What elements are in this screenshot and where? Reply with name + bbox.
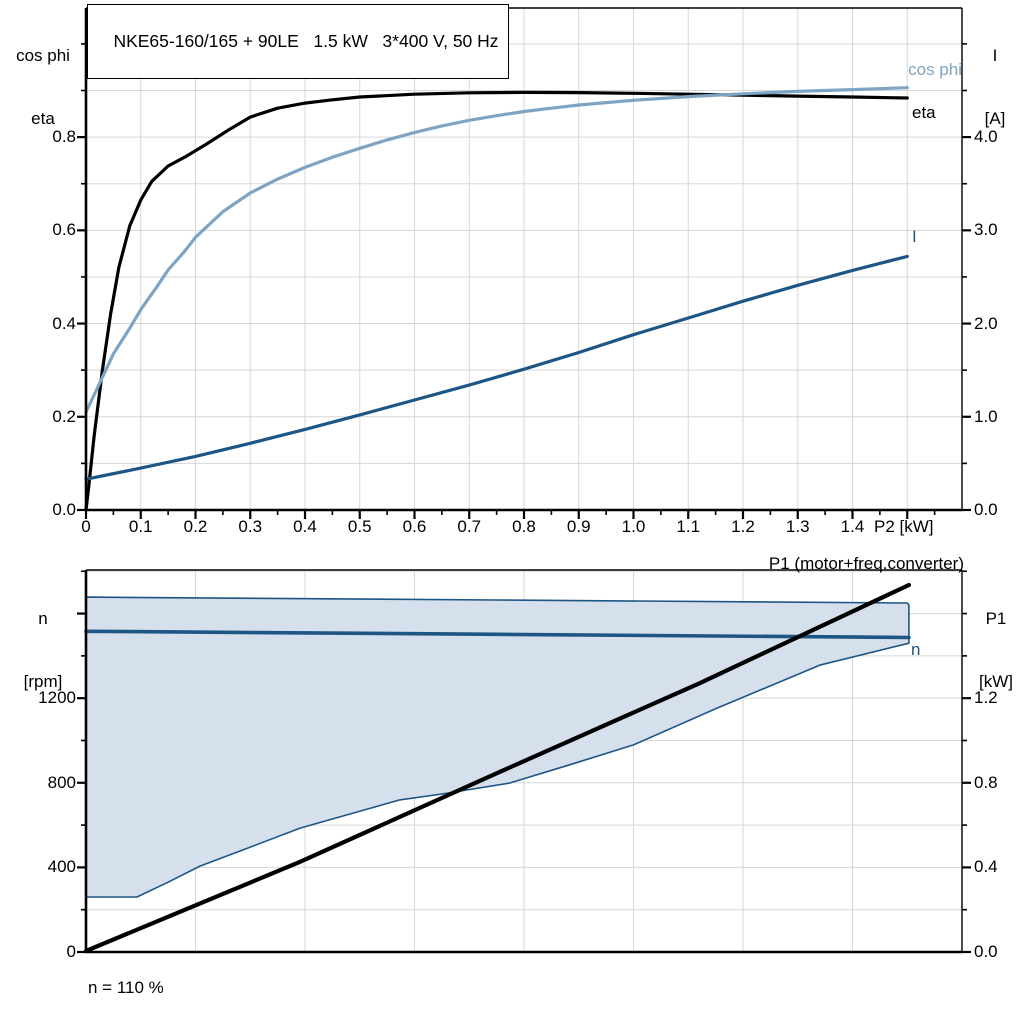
- x-axis-unit-label: P2 [kW]: [874, 517, 934, 536]
- speed-axis-unit-line: [rpm]: [23, 672, 63, 691]
- current-axis-unit-line: [A]: [984, 109, 1006, 128]
- bottom-right-axis-title: P1 [kW]: [970, 566, 1022, 734]
- x-tick-label: 0.9: [566, 517, 591, 536]
- bottom-left-axis-title: n [rpm]: [6, 566, 80, 734]
- p1-axis-title-line: P1: [985, 609, 1007, 628]
- n-curve: [84, 629, 911, 640]
- current-axis-title-line: I: [992, 46, 998, 65]
- cos-phi-axis-title-line: cos phi: [16, 46, 70, 65]
- x-tick-label: 0.1: [128, 517, 153, 536]
- x-tick-label: 0.2: [183, 517, 208, 536]
- eta-axis-title-line: eta: [31, 109, 55, 128]
- y-right-tick-label: 0.0: [974, 942, 998, 961]
- y-left-tick-label: 800: [47, 772, 76, 792]
- y-right-tick-label: 0.4: [974, 857, 998, 877]
- x-tick-label: 1.3: [785, 517, 810, 536]
- x-tick-label: 0.6: [402, 517, 427, 536]
- y-left-tick-label: 0.2: [52, 406, 76, 426]
- x-tick-label: 0.7: [457, 517, 482, 536]
- y-left-tick-label: 0.6: [52, 220, 76, 240]
- cos-phi-curve-label: cos phi: [908, 60, 962, 79]
- n-curve-label: n: [911, 640, 921, 659]
- x-tick-label: 0: [81, 517, 91, 536]
- y-left-tick-label: 0: [66, 942, 76, 961]
- x-tick-label: 0.5: [347, 517, 372, 536]
- x-tick-label: 1.1: [676, 517, 701, 536]
- chart-title: NKE65-160/165 + 90LE 1.5 kW 3*400 V, 50 …: [113, 31, 499, 51]
- y-right-tick-label: 4.0: [974, 127, 998, 147]
- x-tick-label: 0.4: [293, 517, 317, 536]
- x-tick-label: 1.0: [621, 517, 646, 536]
- p1-axis-unit-line: [kW]: [979, 672, 1013, 691]
- top-left-axis-title: cos phi eta: [6, 3, 80, 171]
- y-right-tick-label: 1.2: [974, 688, 998, 708]
- speed-axis-title-line: n: [38, 609, 48, 628]
- top-right-axis-title: I [A]: [970, 3, 1020, 171]
- y-right-tick-label: 1.0: [974, 406, 998, 426]
- eta-curve: [84, 90, 909, 512]
- speed-footnote: n = 110 %: [88, 978, 164, 997]
- y-left-tick-label: 0.0: [52, 500, 76, 519]
- cos-phi-curve: [84, 86, 909, 414]
- y-left-tick-label: 0.8: [52, 127, 76, 147]
- x-tick-label: 0.3: [238, 517, 263, 536]
- y-left-tick-label: 1200: [38, 688, 76, 708]
- p1-curve-label: P1 (motor+freq.converter): [768, 554, 964, 573]
- y-right-tick-label: 0.0: [974, 500, 998, 519]
- x-tick-label: 1.4: [840, 517, 865, 536]
- chart-title-box: NKE65-160/165 + 90LE 1.5 kW 3*400 V, 50 …: [87, 4, 509, 79]
- y-left-tick-label: 0.4: [52, 313, 76, 333]
- y-right-tick-label: 2.0: [974, 313, 998, 333]
- x-tick-label: 1.2: [731, 517, 755, 536]
- y-right-tick-label: 3.0: [974, 220, 998, 240]
- y-right-tick-label: 0.8: [974, 772, 998, 792]
- y-left-tick-label: 400: [47, 857, 76, 877]
- current-curve-label: I: [912, 227, 917, 246]
- x-tick-label: 0.8: [512, 517, 536, 536]
- speed-operating-envelope-area: [85, 596, 910, 898]
- p1-motor-freq-converter--curve: [83, 582, 911, 953]
- eta-curve-label: eta: [912, 103, 936, 122]
- i-curve: [84, 254, 909, 481]
